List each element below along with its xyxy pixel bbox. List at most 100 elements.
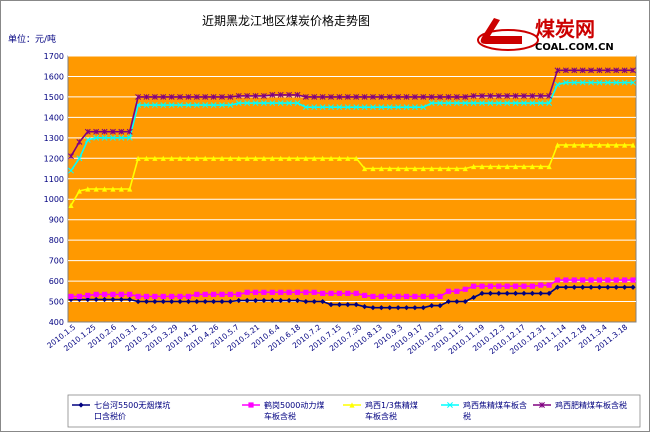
data-point bbox=[109, 134, 116, 141]
data-point bbox=[579, 79, 586, 86]
data-point bbox=[294, 155, 301, 161]
data-point bbox=[177, 298, 183, 305]
data-point bbox=[118, 128, 125, 135]
data-point bbox=[127, 186, 133, 192]
data-point bbox=[437, 165, 443, 172]
data-point bbox=[495, 92, 502, 99]
data-point bbox=[588, 142, 594, 148]
data-point bbox=[361, 165, 368, 172]
data-point bbox=[429, 165, 435, 172]
data-point bbox=[168, 93, 175, 100]
data-point bbox=[512, 163, 519, 170]
legend-label: 鹤岗5000动力煤 bbox=[264, 400, 324, 410]
data-point bbox=[151, 93, 158, 100]
series-3 bbox=[68, 142, 636, 208]
data-point bbox=[160, 155, 166, 161]
data-point bbox=[554, 277, 561, 283]
unit-label: 单位：元/吨 bbox=[8, 33, 56, 45]
data-point bbox=[126, 128, 133, 135]
data-point bbox=[152, 155, 158, 161]
data-point bbox=[227, 291, 233, 297]
data-point bbox=[68, 202, 74, 208]
legend-label: 七台河5500无烟煤坑 bbox=[94, 400, 170, 410]
data-point bbox=[630, 277, 636, 283]
data-point bbox=[286, 155, 292, 161]
data-point bbox=[504, 100, 511, 107]
data-point bbox=[185, 298, 192, 305]
data-point bbox=[320, 298, 326, 305]
data-point bbox=[554, 284, 561, 290]
data-point bbox=[152, 298, 158, 305]
data-point bbox=[353, 104, 360, 111]
data-point bbox=[302, 104, 309, 111]
data-point bbox=[588, 284, 594, 290]
data-point bbox=[320, 155, 326, 161]
data-point bbox=[101, 296, 108, 303]
data-point bbox=[101, 291, 108, 297]
data-point bbox=[529, 92, 536, 99]
data-point bbox=[387, 305, 393, 311]
data-point bbox=[118, 296, 124, 303]
data-point bbox=[386, 104, 393, 111]
data-point bbox=[437, 293, 443, 300]
data-point bbox=[596, 277, 603, 283]
data-point bbox=[479, 100, 485, 107]
data-point bbox=[395, 165, 401, 172]
data-point bbox=[210, 155, 217, 161]
data-point bbox=[68, 153, 74, 160]
data-point bbox=[76, 155, 83, 162]
y-tick-label: 700 bbox=[49, 257, 64, 266]
data-point bbox=[101, 128, 108, 135]
data-point bbox=[453, 100, 460, 107]
y-tick-label: 500 bbox=[49, 298, 64, 307]
data-point bbox=[252, 92, 259, 99]
series-4 bbox=[68, 79, 636, 174]
data-point bbox=[151, 102, 158, 109]
data-point bbox=[319, 93, 326, 100]
data-point bbox=[328, 104, 334, 111]
data-point bbox=[244, 100, 251, 107]
data-point bbox=[210, 298, 217, 305]
data-point bbox=[512, 290, 519, 296]
data-point bbox=[311, 155, 317, 161]
data-point bbox=[194, 155, 200, 161]
data-point bbox=[622, 277, 628, 283]
legend-label: 车板含税 bbox=[365, 411, 397, 421]
y-tick-label: 1500 bbox=[44, 93, 64, 102]
data-point bbox=[495, 100, 502, 107]
data-point bbox=[126, 134, 133, 141]
data-point bbox=[412, 293, 418, 300]
data-point bbox=[93, 296, 99, 303]
data-point bbox=[93, 128, 100, 135]
data-point bbox=[93, 134, 100, 141]
data-point bbox=[479, 163, 485, 170]
data-point bbox=[219, 155, 225, 161]
data-point bbox=[84, 136, 91, 143]
data-point bbox=[294, 289, 301, 295]
data-point bbox=[529, 290, 535, 296]
data-point bbox=[420, 293, 426, 300]
data-point bbox=[630, 284, 636, 290]
data-point bbox=[76, 293, 82, 300]
data-point bbox=[193, 93, 200, 100]
data-point bbox=[328, 290, 334, 296]
y-tick-label: 1300 bbox=[44, 134, 64, 143]
data-point bbox=[604, 67, 611, 74]
data-point bbox=[127, 296, 133, 303]
data-point bbox=[261, 155, 267, 161]
data-point bbox=[349, 402, 355, 408]
data-point bbox=[554, 142, 561, 148]
data-point bbox=[135, 155, 141, 161]
data-point bbox=[537, 100, 544, 107]
data-point bbox=[135, 93, 142, 100]
data-point bbox=[445, 298, 452, 305]
data-point bbox=[286, 289, 292, 295]
data-point bbox=[538, 290, 544, 296]
legend-label: 鸡西肥精煤车板含税 bbox=[555, 400, 627, 410]
data-point bbox=[244, 92, 251, 99]
data-point bbox=[370, 293, 376, 300]
data-point bbox=[336, 155, 343, 161]
